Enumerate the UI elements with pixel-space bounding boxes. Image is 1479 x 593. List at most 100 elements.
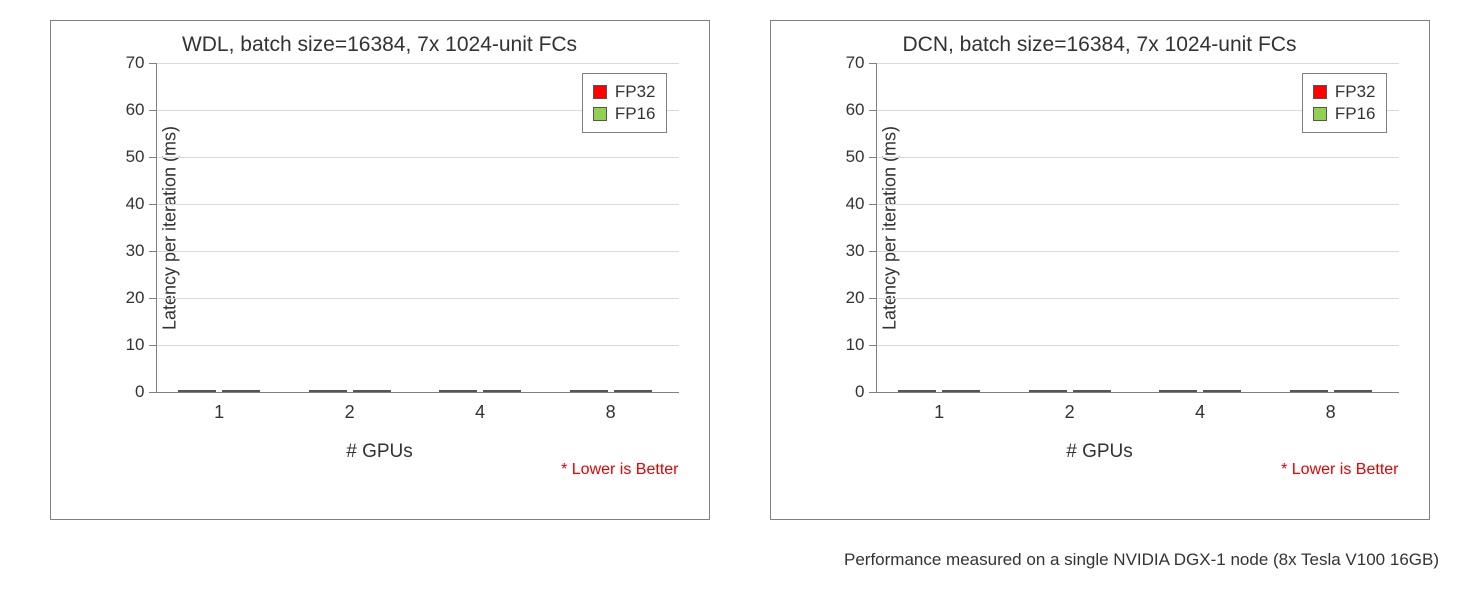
y-tick — [869, 204, 877, 205]
legend-label: FP32 — [1335, 82, 1376, 102]
bar-fp16 — [942, 390, 980, 392]
bar-fp16 — [353, 390, 391, 392]
y-tick-label: 60 — [126, 100, 145, 120]
gridline — [877, 298, 1399, 299]
y-tick — [149, 157, 157, 158]
gridline — [877, 204, 1399, 205]
gridline — [877, 345, 1399, 346]
gridline — [157, 251, 679, 252]
y-tick-label: 20 — [126, 288, 145, 308]
legend-item-fp32: FP32 — [593, 82, 656, 102]
bar-group — [898, 390, 980, 392]
bar-group — [570, 390, 652, 392]
gridline — [157, 63, 679, 64]
charts-row: WDL, batch size=16384, 7x 1024-unit FCs … — [30, 20, 1449, 520]
x-tick-label: 1 — [934, 402, 944, 423]
legend-label: FP16 — [615, 104, 656, 124]
lower-is-better-note: * Lower is Better — [771, 461, 1399, 479]
x-axis-label: # GPUs — [771, 441, 1429, 463]
bar-group — [1159, 390, 1241, 392]
legend-swatch-fp16 — [1313, 107, 1327, 121]
y-tick — [869, 345, 877, 346]
y-tick — [149, 298, 157, 299]
y-tick — [869, 157, 877, 158]
y-tick-label: 70 — [846, 53, 865, 73]
bar-group — [439, 390, 521, 392]
bar-fp16 — [483, 390, 521, 392]
y-tick — [149, 204, 157, 205]
bar-group — [1029, 390, 1111, 392]
y-tick-label: 30 — [846, 241, 865, 261]
y-tick-label: 0 — [135, 382, 144, 402]
x-tick-label: 2 — [1065, 402, 1075, 423]
legend-item-fp16: FP16 — [1313, 104, 1376, 124]
x-tick-label: 1 — [214, 402, 224, 423]
y-tick-label: 60 — [846, 100, 865, 120]
bar-fp32 — [178, 390, 216, 392]
y-tick-label: 10 — [846, 335, 865, 355]
y-tick-label: 40 — [846, 194, 865, 214]
bar-group — [178, 390, 260, 392]
y-tick-label: 40 — [126, 194, 145, 214]
y-tick — [869, 298, 877, 299]
gridline — [157, 157, 679, 158]
legend-label: FP16 — [1335, 104, 1376, 124]
chart-panel-dcn: DCN, batch size=16384, 7x 1024-unit FCs … — [770, 20, 1430, 520]
legend-item-fp32: FP32 — [1313, 82, 1376, 102]
y-tick-label: 50 — [846, 147, 865, 167]
y-tick — [869, 251, 877, 252]
x-tick-label: 4 — [475, 402, 485, 423]
y-tick — [149, 63, 157, 64]
legend-swatch-fp32 — [593, 85, 607, 99]
y-tick — [149, 345, 157, 346]
y-tick-label: 50 — [126, 147, 145, 167]
bar-fp16 — [222, 390, 260, 392]
y-tick — [869, 110, 877, 111]
bar-fp32 — [1029, 390, 1067, 392]
y-tick — [149, 251, 157, 252]
x-tick-label: 4 — [1195, 402, 1205, 423]
legend: FP32 FP16 — [582, 73, 667, 133]
figure-caption: Performance measured on a single NVIDIA … — [30, 550, 1439, 570]
y-tick — [149, 392, 157, 393]
bar-fp32 — [570, 390, 608, 392]
gridline — [157, 298, 679, 299]
x-tick-label: 8 — [606, 402, 616, 423]
chart-panel-wdl: WDL, batch size=16384, 7x 1024-unit FCs … — [50, 20, 710, 520]
chart-title: WDL, batch size=16384, 7x 1024-unit FCs — [51, 33, 709, 57]
y-tick — [149, 110, 157, 111]
gridline — [877, 251, 1399, 252]
legend-item-fp16: FP16 — [593, 104, 656, 124]
legend-label: FP32 — [615, 82, 656, 102]
x-tick-label: 2 — [345, 402, 355, 423]
bar-fp32 — [1290, 390, 1328, 392]
y-tick-label: 0 — [855, 382, 864, 402]
bar-fp16 — [1203, 390, 1241, 392]
gridline — [877, 157, 1399, 158]
x-tick-label: 8 — [1326, 402, 1336, 423]
bar-group — [309, 390, 391, 392]
chart-title: DCN, batch size=16384, 7x 1024-unit FCs — [771, 33, 1429, 57]
y-tick-label: 20 — [846, 288, 865, 308]
bar-fp16 — [614, 390, 652, 392]
bar-fp32 — [898, 390, 936, 392]
legend-swatch-fp32 — [1313, 85, 1327, 99]
y-tick — [869, 392, 877, 393]
legend: FP32 FP16 — [1302, 73, 1387, 133]
y-tick — [869, 63, 877, 64]
bar-fp16 — [1334, 390, 1372, 392]
bar-fp32 — [1159, 390, 1197, 392]
x-axis-label: # GPUs — [51, 441, 709, 463]
bar-fp32 — [309, 390, 347, 392]
bar-fp32 — [439, 390, 477, 392]
gridline — [157, 204, 679, 205]
bar-group — [1290, 390, 1372, 392]
y-tick-label: 30 — [126, 241, 145, 261]
lower-is-better-note: * Lower is Better — [51, 461, 679, 479]
gridline — [877, 63, 1399, 64]
y-tick-label: 70 — [126, 53, 145, 73]
gridline — [157, 345, 679, 346]
y-tick-label: 10 — [126, 335, 145, 355]
legend-swatch-fp16 — [593, 107, 607, 121]
bar-fp16 — [1073, 390, 1111, 392]
